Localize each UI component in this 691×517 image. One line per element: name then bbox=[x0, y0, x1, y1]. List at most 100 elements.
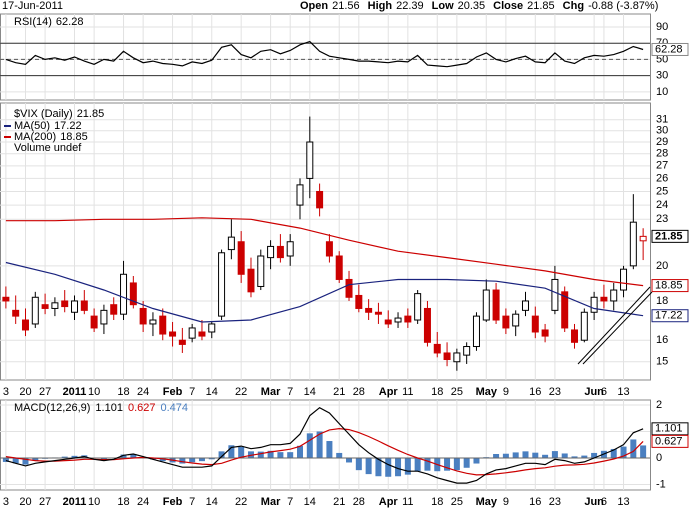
value-box bbox=[651, 422, 689, 436]
legend-name: $VIX (Daily) bbox=[14, 108, 73, 120]
x-tick-label: 3 bbox=[3, 386, 9, 398]
histogram-bar bbox=[218, 451, 225, 458]
series-line bbox=[5, 261, 644, 323]
x-tick-label: 27 bbox=[39, 386, 51, 398]
histogram-bar bbox=[238, 446, 245, 458]
histogram-bar bbox=[453, 457, 460, 471]
histogram-bar bbox=[414, 457, 421, 472]
histogram-bar bbox=[591, 452, 598, 458]
legend-value: 21.85 bbox=[77, 108, 105, 120]
candle-body bbox=[463, 346, 471, 356]
legend-entry: MA(50) 17.22 bbox=[14, 120, 82, 132]
y-tick-label: 23 bbox=[656, 213, 668, 225]
candle-body bbox=[443, 352, 451, 361]
histogram-bar bbox=[277, 452, 284, 458]
x-tick-label: Feb bbox=[163, 386, 183, 398]
legend-name: MA(50) bbox=[14, 120, 50, 132]
histogram-bar bbox=[228, 445, 235, 458]
histogram-bar bbox=[561, 453, 568, 458]
x-tick-label: 28 bbox=[353, 496, 365, 508]
candle-body bbox=[355, 294, 363, 309]
x-tick-label: 24 bbox=[137, 496, 149, 508]
header-value: 21.85 bbox=[527, 0, 555, 12]
y-tick-label: 15 bbox=[656, 356, 668, 368]
y-tick-label: -1 bbox=[656, 478, 666, 490]
x-tick-label: 13 bbox=[617, 496, 629, 508]
x-tick-label: Jun bbox=[584, 496, 604, 508]
x-tick-label: 7 bbox=[189, 496, 195, 508]
candle-body bbox=[71, 300, 79, 313]
histogram-bar bbox=[404, 457, 411, 475]
candle-body bbox=[433, 343, 441, 354]
candle-body bbox=[296, 184, 304, 206]
histogram-bar bbox=[493, 454, 500, 458]
legend-entry: MACD(12,26,9) 1.101 0.627 0.474 bbox=[14, 402, 188, 414]
candle-body bbox=[365, 307, 373, 313]
histogram-bar bbox=[267, 450, 274, 458]
histogram-bar bbox=[502, 453, 509, 458]
x-tick-label: 11 bbox=[402, 496, 413, 508]
legend-name: RSI(14) bbox=[14, 16, 52, 28]
histogram-bar bbox=[247, 451, 254, 458]
x-tick-label: 23 bbox=[549, 386, 561, 398]
legend-name: MACD(12,26,9) bbox=[14, 402, 90, 414]
histogram-bar bbox=[551, 451, 558, 458]
candle-body bbox=[21, 319, 29, 331]
candle-body bbox=[257, 255, 265, 287]
series-line bbox=[5, 406, 644, 484]
series-line bbox=[5, 40, 644, 68]
histogram-bar bbox=[522, 451, 529, 458]
histogram-bar bbox=[365, 457, 372, 475]
header-label: Close bbox=[493, 0, 523, 12]
candle-body bbox=[531, 315, 539, 333]
value-box bbox=[651, 309, 689, 323]
candle-body bbox=[227, 236, 235, 251]
header-value: 21.56 bbox=[332, 0, 360, 12]
chart-date: 17-Jun-2011 bbox=[2, 0, 63, 12]
histogram-bar bbox=[571, 456, 578, 458]
histogram-bar bbox=[346, 457, 353, 463]
y-tick-label: 0 bbox=[656, 452, 662, 464]
candle-body bbox=[208, 323, 216, 333]
candle-body bbox=[100, 309, 108, 325]
x-tick-label: 16 bbox=[529, 496, 541, 508]
legend-value: 62.28 bbox=[56, 16, 84, 28]
histogram-bar bbox=[336, 452, 343, 458]
x-tick-label: Jun bbox=[584, 386, 604, 398]
candle-body bbox=[384, 319, 392, 325]
y-tick-label: 24 bbox=[656, 199, 668, 211]
candle-body bbox=[149, 319, 157, 325]
x-tick-label: May bbox=[476, 386, 498, 398]
candle-body bbox=[541, 329, 549, 337]
y-tick-label: 30 bbox=[656, 125, 668, 137]
y-tick-label: 18 bbox=[656, 295, 668, 307]
histogram-bar bbox=[444, 457, 451, 471]
histogram-bar bbox=[32, 457, 39, 461]
x-tick-label: 23 bbox=[549, 496, 561, 508]
histogram-bar bbox=[297, 445, 303, 458]
candle-body bbox=[512, 313, 520, 327]
candle-body bbox=[571, 329, 579, 343]
legend-value: 1.101 bbox=[95, 402, 123, 414]
histogram-bar bbox=[316, 431, 323, 458]
candle-body bbox=[31, 296, 39, 325]
header-label: Low bbox=[432, 0, 454, 12]
x-tick-label: 7 bbox=[287, 496, 293, 508]
candle-body bbox=[325, 241, 333, 257]
x-tick-label: 11 bbox=[402, 386, 413, 398]
candle-body bbox=[51, 302, 59, 309]
value-box-label: 21.85 bbox=[655, 230, 683, 242]
header-label: High bbox=[368, 0, 393, 12]
x-tick-label: 24 bbox=[137, 386, 149, 398]
y-tick-label: 50 bbox=[656, 53, 668, 65]
candle-body bbox=[188, 327, 196, 339]
trend-line bbox=[577, 286, 651, 365]
candle-body bbox=[316, 190, 324, 209]
panel bbox=[0, 399, 651, 491]
candle-body bbox=[247, 268, 255, 293]
candle-body bbox=[61, 300, 69, 308]
histogram-bar bbox=[2, 457, 9, 462]
histogram-bar bbox=[287, 452, 294, 458]
histogram-bar bbox=[71, 455, 78, 458]
candle-body bbox=[502, 315, 510, 329]
